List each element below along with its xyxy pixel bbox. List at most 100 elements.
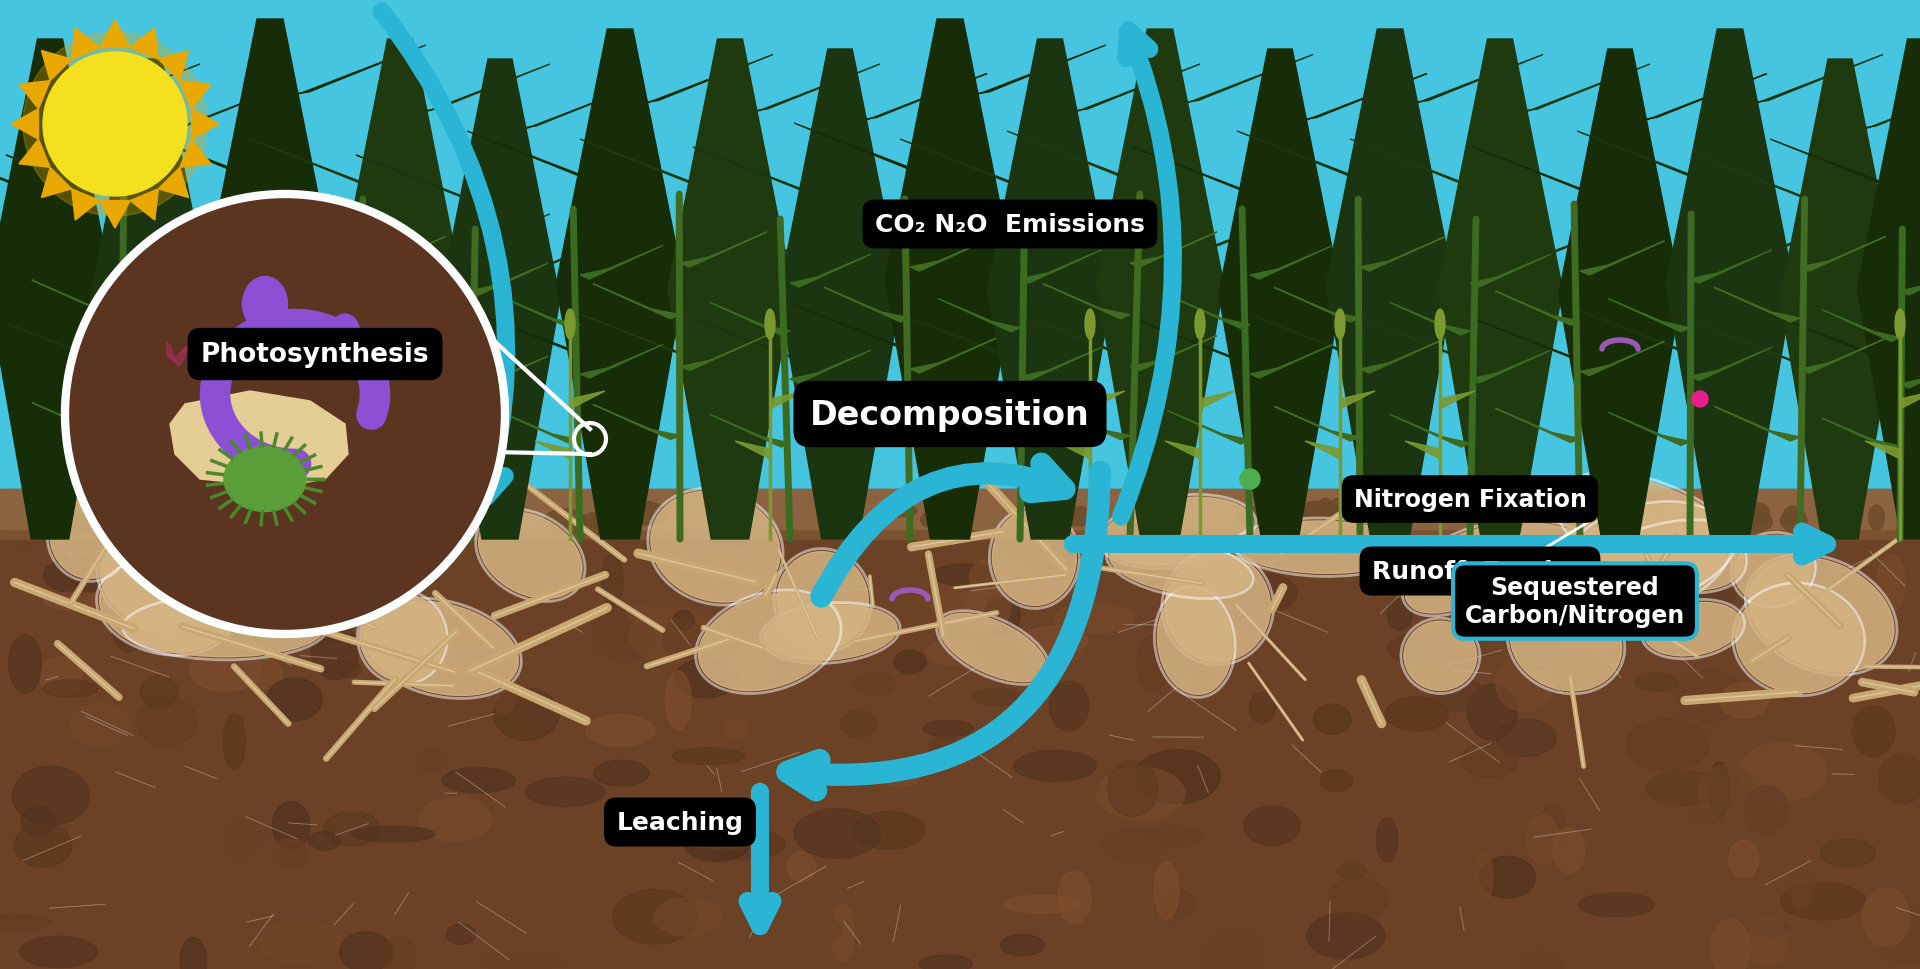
Ellipse shape [10, 635, 42, 693]
Ellipse shape [1780, 511, 1807, 531]
Ellipse shape [161, 518, 190, 577]
Ellipse shape [1876, 555, 1905, 611]
Polygon shape [467, 132, 620, 186]
Ellipse shape [1709, 763, 1730, 818]
Ellipse shape [1763, 550, 1812, 599]
Ellipse shape [1484, 522, 1619, 580]
Ellipse shape [1165, 495, 1196, 533]
Ellipse shape [1711, 920, 1749, 969]
Text: Nitrogen Fixation: Nitrogen Fixation [1354, 487, 1586, 512]
Ellipse shape [259, 922, 340, 963]
Polygon shape [6, 156, 150, 206]
Ellipse shape [1062, 507, 1096, 526]
Ellipse shape [324, 812, 380, 846]
Ellipse shape [1388, 633, 1457, 665]
Polygon shape [1043, 405, 1131, 440]
Ellipse shape [684, 828, 749, 861]
Ellipse shape [1764, 515, 1847, 547]
Polygon shape [1200, 391, 1235, 410]
Ellipse shape [1734, 536, 1812, 605]
Ellipse shape [662, 618, 703, 659]
Polygon shape [1275, 288, 1359, 323]
Ellipse shape [1021, 639, 1087, 664]
Ellipse shape [13, 824, 73, 867]
Ellipse shape [680, 826, 760, 850]
Ellipse shape [1645, 771, 1722, 806]
Text: Photosynthesis: Photosynthesis [202, 342, 430, 367]
Polygon shape [361, 339, 445, 374]
Ellipse shape [1204, 928, 1263, 969]
Polygon shape [1133, 148, 1281, 200]
Ellipse shape [778, 552, 868, 649]
Polygon shape [430, 391, 465, 410]
Ellipse shape [1137, 636, 1169, 692]
Ellipse shape [1513, 569, 1594, 625]
Polygon shape [275, 407, 361, 442]
Polygon shape [1440, 391, 1475, 410]
Polygon shape [271, 202, 426, 257]
Polygon shape [885, 20, 1016, 540]
Ellipse shape [1720, 683, 1768, 719]
Ellipse shape [724, 719, 747, 742]
Ellipse shape [1626, 720, 1709, 770]
Polygon shape [113, 305, 271, 360]
Circle shape [42, 53, 186, 197]
Ellipse shape [140, 675, 177, 708]
Polygon shape [1576, 310, 1730, 364]
Polygon shape [230, 255, 311, 288]
Polygon shape [1405, 442, 1440, 459]
Polygon shape [1250, 345, 1332, 379]
Ellipse shape [854, 672, 895, 696]
Polygon shape [1839, 228, 1920, 279]
Ellipse shape [1582, 501, 1626, 524]
Ellipse shape [1496, 719, 1557, 757]
Polygon shape [1730, 55, 1884, 109]
Ellipse shape [1561, 513, 1588, 528]
Ellipse shape [964, 587, 1010, 631]
Polygon shape [693, 319, 841, 371]
Polygon shape [275, 288, 361, 323]
Ellipse shape [445, 494, 492, 549]
Ellipse shape [1171, 661, 1194, 693]
Ellipse shape [12, 766, 88, 826]
Polygon shape [361, 237, 445, 271]
Ellipse shape [0, 879, 63, 933]
Ellipse shape [52, 515, 88, 532]
Ellipse shape [1014, 751, 1096, 781]
Text: CO₂ N₂O  Emissions: CO₂ N₂O Emissions [876, 213, 1144, 236]
Polygon shape [557, 30, 684, 540]
Ellipse shape [108, 512, 140, 533]
Ellipse shape [54, 513, 96, 534]
Ellipse shape [127, 599, 324, 657]
Ellipse shape [1302, 504, 1344, 525]
Polygon shape [1236, 310, 1390, 364]
Polygon shape [1770, 315, 1920, 367]
Polygon shape [12, 109, 38, 141]
Polygon shape [0, 40, 113, 540]
Ellipse shape [428, 647, 501, 672]
Ellipse shape [1217, 903, 1248, 958]
Polygon shape [1091, 391, 1125, 410]
Polygon shape [180, 81, 211, 109]
Polygon shape [157, 51, 188, 81]
Polygon shape [680, 233, 766, 267]
Polygon shape [580, 140, 730, 193]
Polygon shape [1496, 292, 1580, 326]
Polygon shape [1390, 208, 1544, 263]
Ellipse shape [1110, 540, 1250, 596]
Ellipse shape [684, 512, 755, 553]
Polygon shape [1576, 132, 1730, 186]
Ellipse shape [284, 310, 296, 340]
Ellipse shape [1567, 523, 1734, 610]
Ellipse shape [586, 715, 655, 746]
Ellipse shape [1135, 750, 1221, 803]
Ellipse shape [382, 936, 415, 969]
Ellipse shape [330, 315, 361, 355]
Ellipse shape [1386, 698, 1448, 732]
Ellipse shape [1469, 568, 1553, 626]
Ellipse shape [1058, 871, 1091, 924]
Polygon shape [1165, 442, 1200, 459]
Ellipse shape [1404, 621, 1476, 691]
Ellipse shape [628, 606, 655, 624]
Polygon shape [1770, 140, 1920, 193]
